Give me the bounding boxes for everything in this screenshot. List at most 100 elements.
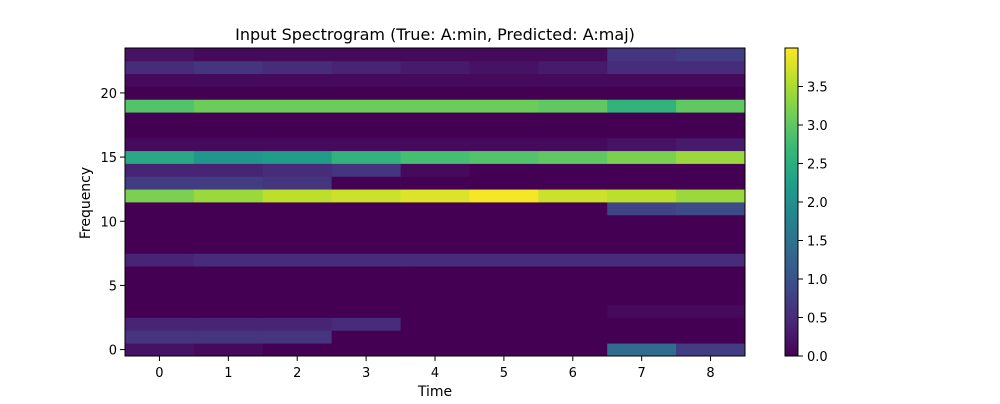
heatmap-cell: [538, 112, 608, 126]
heatmap-cell: [262, 163, 333, 177]
heatmap-cell: [400, 330, 470, 344]
heatmap-cell: [193, 304, 264, 318]
heatmap-cell: [469, 343, 539, 357]
colorbar: [784, 47, 799, 357]
heatmap-cell: [125, 189, 195, 203]
heatmap-cell: [607, 279, 677, 293]
y-tick-label: 0: [109, 344, 117, 359]
heatmap-cell: [262, 86, 333, 100]
heatmap-cell: [125, 99, 195, 113]
heatmap-cell: [331, 291, 401, 306]
heatmap-cell: [331, 163, 401, 177]
heatmap-cell: [469, 176, 539, 190]
heatmap-cell: [538, 48, 608, 62]
heatmap-cell: [607, 99, 677, 113]
heatmap-cell: [400, 99, 470, 113]
heatmap-cell: [262, 279, 333, 293]
heatmap-cell: [331, 137, 401, 152]
heatmap-cell: [331, 176, 401, 190]
heatmap-cell: [125, 227, 195, 241]
heatmap-cell: [676, 279, 746, 293]
heatmap-cell: [400, 86, 470, 100]
heatmap-cell: [607, 291, 677, 306]
heatmap-cell: [193, 202, 264, 216]
heatmap-cell: [538, 330, 608, 344]
heatmap-cell: [607, 137, 677, 152]
heatmap-cell: [331, 125, 401, 139]
heatmap-cell: [125, 317, 195, 331]
heatmap-cell: [676, 330, 746, 344]
heatmap-cell: [469, 227, 539, 241]
heatmap-cell: [400, 266, 470, 280]
heatmap-cell: [193, 99, 264, 113]
x-tick-label: 7: [638, 366, 646, 381]
heatmap-cell: [331, 266, 401, 280]
colorbar-tick-label: 0.5: [807, 312, 828, 327]
heatmap-cell: [400, 73, 470, 87]
heatmap-cell: [469, 112, 539, 126]
heatmap-cell: [331, 227, 401, 241]
heatmap-cell: [607, 317, 677, 331]
heatmap-cell: [331, 73, 401, 87]
heatmap-cell: [193, 343, 264, 357]
chart-title: Input Spectrogram (True: A:min, Predicte…: [235, 25, 635, 44]
heatmap-cell: [469, 99, 539, 113]
heatmap-cell: [125, 163, 195, 177]
heatmap-cell: [607, 86, 677, 100]
heatmap-cell: [400, 304, 470, 318]
heatmap-cell: [538, 240, 608, 254]
heatmap-cell: [125, 279, 195, 293]
heatmap-cell: [607, 343, 677, 357]
heatmap-cell: [538, 291, 608, 306]
x-tick-label: 2: [293, 366, 301, 381]
heatmap-cell: [262, 317, 333, 331]
heatmap-cell: [400, 150, 470, 164]
x-tick-label: 5: [500, 366, 508, 381]
heatmap-cell: [125, 176, 195, 190]
x-tick-label: 0: [155, 366, 163, 381]
colorbar-tick-label: 2.5: [807, 158, 828, 173]
heatmap-cell: [400, 291, 470, 306]
colorbar-tick-label: 3.0: [807, 119, 828, 134]
heatmap-cell: [262, 112, 333, 126]
heatmap-cell: [125, 343, 195, 357]
heatmap-cell: [193, 266, 264, 280]
heatmap-cell: [400, 227, 470, 241]
heatmap-cell: [125, 202, 195, 216]
heatmap-cell: [538, 86, 608, 100]
heatmap-cell: [607, 73, 677, 87]
colorbar-tick-label: 2.0: [807, 196, 828, 211]
colorbar-ticks: 0.0 0.5 1.0 1.5 2.0 2.5 3.0 3.5: [798, 81, 828, 365]
heatmap-cell: [676, 291, 746, 306]
heatmap-cell: [607, 189, 677, 203]
heatmap-cell: [125, 112, 195, 126]
heatmap-cell: [607, 266, 677, 280]
heatmap-cell: [538, 150, 608, 164]
heatmap-cell: [676, 253, 746, 267]
heatmap-cell: [331, 330, 401, 344]
heatmap-cell: [193, 112, 264, 126]
heatmap-cell: [331, 304, 401, 318]
heatmap-cell: [125, 304, 195, 318]
heatmap-cell: [262, 330, 333, 344]
heatmap-cell: [262, 99, 333, 113]
heatmap-cell: [331, 202, 401, 216]
heatmap-cell: [676, 48, 746, 62]
heatmap-cell: [469, 48, 539, 62]
heatmap-cell: [469, 214, 539, 229]
heatmap-cell: [538, 125, 608, 139]
heatmap-cell: [125, 125, 195, 139]
heatmap-cell: [676, 112, 746, 126]
heatmap-cell: [676, 125, 746, 139]
heatmap-cell: [538, 214, 608, 229]
heatmap-cell: [331, 343, 401, 357]
heatmap-cell: [331, 279, 401, 293]
heatmap-cell: [125, 150, 195, 164]
heatmap-cell: [331, 189, 401, 203]
x-tick-label: 6: [569, 366, 577, 381]
heatmap-cell: [538, 304, 608, 318]
heatmap-cell: [125, 137, 195, 152]
heatmap-cell: [676, 189, 746, 203]
heatmap-cell: [193, 227, 264, 241]
heatmap-cell: [538, 202, 608, 216]
